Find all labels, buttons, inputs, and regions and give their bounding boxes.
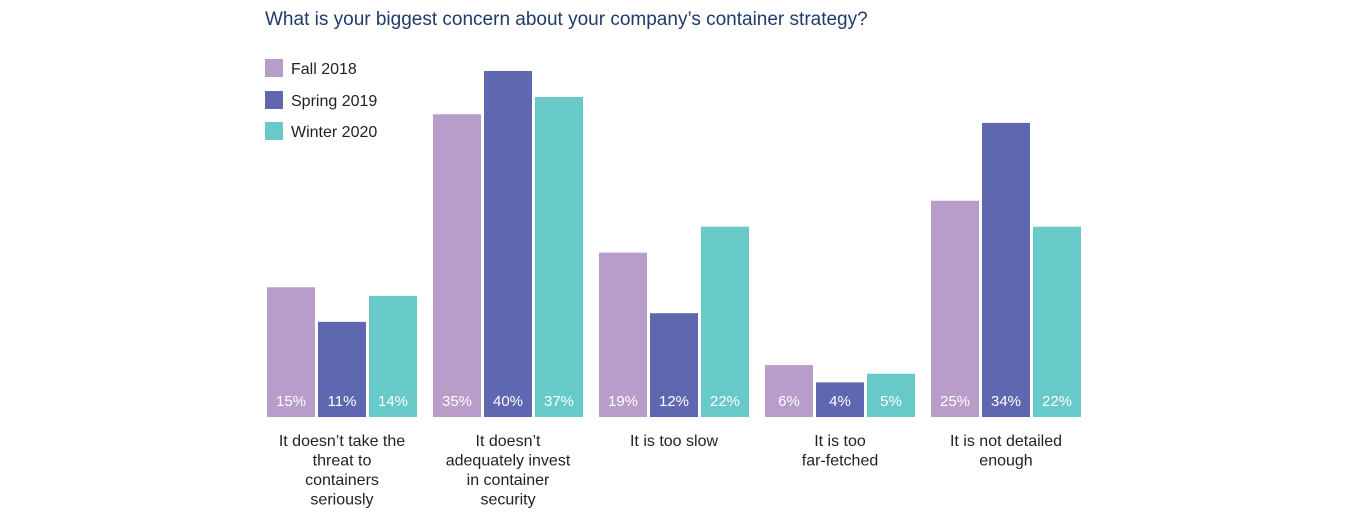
- bar-value-label-0-0: 15%: [276, 393, 306, 410]
- bar-0-3: [765, 365, 813, 417]
- category-label-3-1: far-fetched: [802, 453, 878, 470]
- bar-0-4: [931, 200, 979, 417]
- legend-label-1: Spring 2019: [291, 93, 377, 110]
- bar-2-3: [867, 373, 915, 417]
- category-label-0-3: seriously: [310, 492, 373, 509]
- bar-0-2: [599, 252, 647, 417]
- bar-2-1: [535, 96, 583, 417]
- category-labels-group: It doesn’t take the threat to containers se…: [279, 433, 1062, 509]
- category-label-1-2: in container: [467, 472, 550, 489]
- bar-value-label-0-2: 19%: [608, 393, 638, 410]
- category-label-3-0: It is too: [814, 433, 866, 450]
- chart-title: What is your biggest concern about your …: [265, 9, 868, 30]
- bar-1-0: [318, 321, 366, 417]
- bar-2-4: [1033, 226, 1081, 417]
- legend-label-0: Fall 2018: [291, 61, 357, 78]
- category-label-2-0: It is too slow: [630, 433, 718, 450]
- category-label-0-0: It doesn’t take the: [279, 433, 405, 450]
- bar-1-4: [982, 122, 1030, 418]
- bar-value-label-0-3: 6%: [778, 393, 800, 410]
- bar-labels-group: 15% 35% 19% 6% 25% 11% 40% 12% 4% 34% 14% 37% 22% 5% 2…: [276, 393, 1072, 410]
- bar-value-label-0-1: 35%: [442, 393, 472, 410]
- bar-0-0: [267, 287, 315, 417]
- bar-value-label-1-2: 12%: [659, 393, 689, 410]
- bar-2-2: [701, 226, 749, 417]
- bar-value-label-1-4: 34%: [991, 393, 1021, 410]
- legend-swatch-1: [265, 91, 283, 109]
- category-label-1-3: security: [480, 492, 535, 509]
- bar-value-label-2-3: 5%: [880, 393, 902, 410]
- legend-swatch-2: [265, 122, 283, 140]
- bar-value-label-2-2: 22%: [710, 393, 740, 410]
- bar-value-label-2-1: 37%: [544, 393, 574, 410]
- legend-swatch-0: [265, 59, 283, 77]
- category-label-1-0: It doesn’t: [476, 433, 541, 450]
- bar-value-label-1-1: 40%: [493, 393, 523, 410]
- bars-group: [267, 71, 1081, 418]
- bar-value-label-0-4: 25%: [940, 393, 970, 410]
- category-label-0-1: threat to: [313, 453, 372, 470]
- bar-1-3: [816, 382, 864, 417]
- bar-1-2: [650, 313, 698, 417]
- bar-1-1: [484, 71, 532, 417]
- bar-value-label-2-0: 14%: [378, 393, 408, 410]
- bar-0-1: [433, 114, 481, 417]
- bar-2-0: [369, 295, 417, 417]
- bar-value-label-1-3: 4%: [829, 393, 851, 410]
- category-label-4-0: It is not detailed: [950, 433, 1062, 450]
- category-label-0-2: containers: [305, 472, 379, 489]
- category-label-4-1: enough: [979, 453, 1032, 470]
- bar-value-label-1-0: 11%: [328, 393, 357, 410]
- bar-value-label-2-4: 22%: [1042, 393, 1072, 410]
- legend-label-2: Winter 2020: [291, 124, 377, 141]
- legend: Fall 2018 Spring 2019 Winter 2020: [265, 59, 377, 141]
- category-label-1-1: adequately invest: [446, 453, 571, 470]
